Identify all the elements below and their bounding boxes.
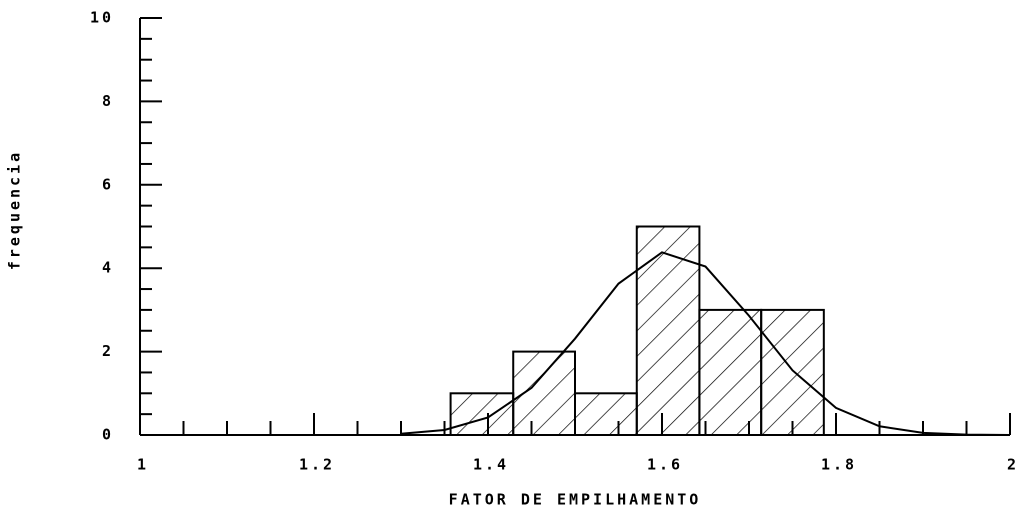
y-tick-label: 8	[102, 92, 114, 110]
bar	[574, 392, 638, 436]
y-tick-label: 6	[102, 175, 114, 193]
bar	[698, 308, 763, 436]
bar	[635, 225, 701, 436]
bar	[760, 308, 825, 436]
y-tick-label: 4	[102, 259, 114, 277]
x-tick-label: 1.2	[299, 456, 335, 474]
y-tick-label: 0	[102, 426, 114, 444]
x-axis-label: FATOR DE EMPILHAMENTO	[449, 491, 702, 509]
x-tick-label: 1.6	[647, 456, 683, 474]
y-tick-label: 10	[90, 9, 114, 27]
x-tick-label: 2	[1007, 456, 1019, 474]
x-tick-label: 1.4	[473, 456, 509, 474]
bar	[449, 392, 515, 436]
x-tick-label: 1	[137, 456, 149, 474]
fit-curve	[400, 251, 1011, 436]
y-tick-label: 2	[102, 342, 114, 360]
y-axis-label: frequencia	[6, 150, 24, 270]
x-tick-label: 1.8	[821, 456, 857, 474]
